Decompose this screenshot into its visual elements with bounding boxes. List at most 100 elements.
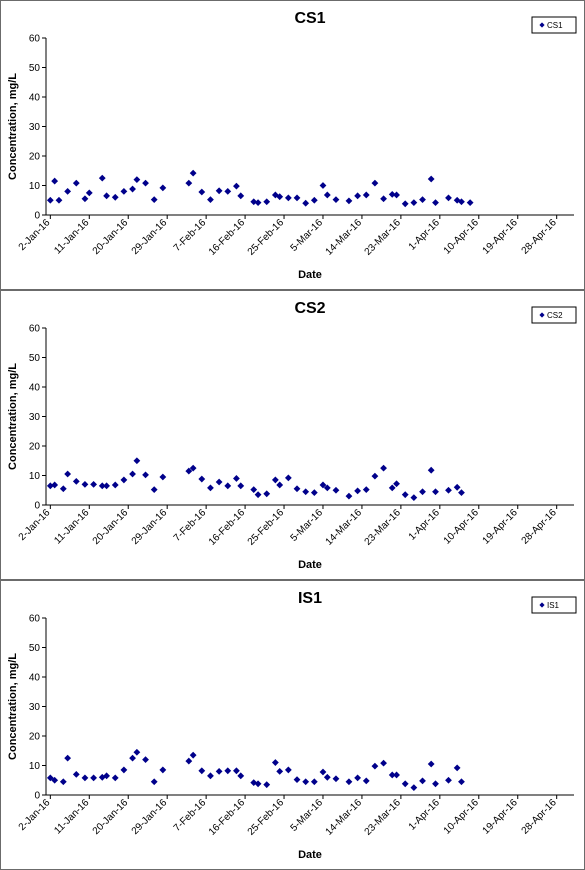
x-tick-label: 20-Jan-16 bbox=[91, 797, 131, 837]
data-point-cs1 bbox=[250, 198, 258, 206]
data-point-is1 bbox=[120, 766, 128, 774]
y-tick-label: 40 bbox=[29, 673, 41, 684]
x-tick-label: 11-Jan-16 bbox=[52, 797, 91, 836]
data-point-is1 bbox=[427, 760, 435, 768]
data-point-is1 bbox=[419, 777, 426, 785]
data-point-cs2 bbox=[371, 472, 379, 480]
data-point-is1 bbox=[215, 768, 223, 775]
data-point-is1 bbox=[133, 748, 141, 756]
data-point-is1 bbox=[185, 757, 193, 765]
data-point-is1 bbox=[458, 778, 465, 786]
x-tick-label: 23-Mar-16 bbox=[363, 797, 404, 838]
y-tick-label: 30 bbox=[29, 122, 41, 133]
data-point-cs2 bbox=[345, 492, 353, 500]
legend-label: IS1 bbox=[547, 601, 560, 610]
data-point-cs1 bbox=[293, 194, 301, 202]
data-point-is1 bbox=[250, 779, 258, 787]
data-point-cs2 bbox=[120, 476, 128, 484]
data-point-is1 bbox=[284, 766, 292, 774]
data-point-cs2 bbox=[432, 488, 439, 496]
data-point-cs1 bbox=[354, 192, 362, 200]
data-point-cs1 bbox=[388, 190, 396, 198]
data-point-cs1 bbox=[458, 198, 465, 206]
x-tick-label: 10-Apr-16 bbox=[442, 217, 482, 257]
data-point-is1 bbox=[237, 772, 245, 780]
chart-title: IS1 bbox=[298, 590, 322, 607]
y-tick-label: 40 bbox=[29, 383, 41, 394]
data-point-cs2 bbox=[284, 474, 292, 482]
data-point-cs2 bbox=[233, 475, 240, 482]
x-tick-label: 25-Feb-16 bbox=[246, 217, 287, 258]
x-tick-label: 1-Apr-16 bbox=[407, 217, 443, 253]
legend-label: CS2 bbox=[547, 311, 563, 320]
x-tick-label: 10-Apr-16 bbox=[442, 797, 482, 837]
x-tick-label: 19-Apr-16 bbox=[481, 217, 521, 257]
data-point-cs2 bbox=[419, 488, 426, 496]
data-point-cs1 bbox=[302, 199, 310, 207]
x-tick-label: 11-Jan-16 bbox=[52, 217, 91, 256]
x-tick-label: 2-Jan-16 bbox=[17, 217, 53, 253]
chart-title: CS2 bbox=[294, 300, 325, 317]
x-tick-label: 2-Jan-16 bbox=[17, 507, 53, 543]
data-point-cs1 bbox=[233, 182, 240, 190]
data-point-cs2 bbox=[293, 485, 301, 493]
legend: IS1 bbox=[531, 596, 577, 614]
data-point-is1 bbox=[198, 767, 206, 775]
data-point-cs2 bbox=[354, 487, 362, 495]
data-point-is1 bbox=[393, 771, 400, 779]
x-axis-title: Date bbox=[298, 849, 322, 861]
chart-cs2: CS2 0 10 20 30 40 50 60 2-Jan-16 11-Jan-16 20-Jan-… bbox=[7, 300, 577, 571]
x-tick-label: 29-Jan-16 bbox=[130, 507, 170, 547]
x-tick-label: 16-Feb-16 bbox=[207, 797, 248, 838]
legend-box bbox=[531, 596, 577, 614]
data-point-cs1 bbox=[466, 199, 474, 207]
data-point-cs1 bbox=[332, 196, 340, 204]
x-tick-label: 25-Feb-16 bbox=[246, 507, 287, 548]
y-tick-label: 30 bbox=[29, 412, 41, 423]
data-point-cs2 bbox=[237, 482, 245, 490]
data-point-is1 bbox=[271, 759, 279, 766]
x-tick-label: 1-Apr-16 bbox=[407, 797, 443, 833]
data-point-cs2 bbox=[276, 481, 284, 489]
x-tick-label: 7-Feb-16 bbox=[172, 797, 209, 834]
chart-panel-cs1: CS1 0 10 20 30 40 50 60 2-Jan-16 11-Jan-16 20-Jan-… bbox=[0, 0, 585, 290]
data-point-cs2 bbox=[98, 482, 106, 490]
data-point-is1 bbox=[90, 774, 98, 782]
data-point-cs1 bbox=[401, 200, 409, 208]
x-tick-label: 5-Mar-16 bbox=[289, 797, 326, 834]
data-point-cs1 bbox=[224, 188, 232, 195]
legend-marker bbox=[539, 312, 545, 318]
data-point-cs2 bbox=[90, 480, 98, 488]
data-point-cs1 bbox=[432, 199, 439, 207]
data-point-cs1 bbox=[142, 179, 149, 187]
x-tick-label: 23-Mar-16 bbox=[363, 217, 404, 258]
data-point-cs2 bbox=[401, 491, 409, 499]
data-point-cs1 bbox=[276, 193, 284, 201]
data-point-is1 bbox=[401, 780, 409, 788]
x-tick-label: 5-Mar-16 bbox=[289, 507, 326, 544]
data-point-cs2 bbox=[362, 486, 370, 494]
chart-title: CS1 bbox=[294, 10, 325, 27]
x-tick-label: 29-Jan-16 bbox=[130, 797, 170, 837]
data-point-is1 bbox=[362, 777, 370, 785]
data-point-is1 bbox=[371, 762, 379, 770]
x-tick-label: 28-Apr-16 bbox=[520, 217, 560, 257]
y-tick-label: 50 bbox=[29, 353, 41, 364]
y-tick-label: 0 bbox=[34, 791, 40, 802]
data-point-cs2 bbox=[51, 481, 59, 489]
x-tick-label: 28-Apr-16 bbox=[520, 797, 560, 837]
y-tick-label: 10 bbox=[29, 181, 41, 192]
y-tick-label: 60 bbox=[29, 614, 41, 625]
data-point-is1 bbox=[310, 778, 318, 786]
data-point-is1 bbox=[319, 768, 327, 776]
data-point-cs2 bbox=[410, 494, 418, 502]
data-point-is1 bbox=[103, 772, 110, 780]
y-tick-label: 60 bbox=[29, 324, 41, 335]
x-tick-label: 11-Jan-16 bbox=[52, 507, 91, 546]
data-point-is1 bbox=[233, 767, 240, 775]
data-point-is1 bbox=[111, 774, 119, 782]
data-point-cs1 bbox=[371, 179, 379, 187]
data-point-cs2 bbox=[64, 470, 72, 478]
data-point-is1 bbox=[142, 756, 149, 763]
data-point-cs2 bbox=[111, 481, 119, 489]
